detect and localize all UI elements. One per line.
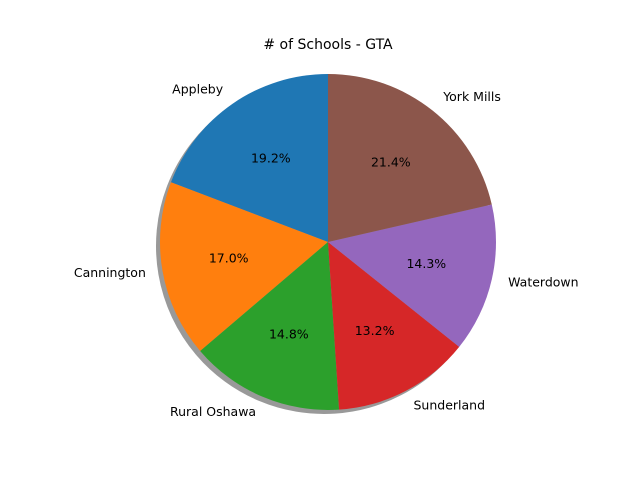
pie-slice-york-mills bbox=[328, 74, 492, 242]
pie-slice-sunderland bbox=[328, 242, 460, 410]
chart-title: # of Schools - GTA bbox=[263, 37, 393, 53]
slice-label-waterdown: Waterdown bbox=[508, 275, 578, 290]
pie-slice-waterdown bbox=[328, 204, 496, 347]
pct-label-sunderland: 13.2% bbox=[355, 323, 395, 338]
pie-labels: Appleby 19.2% Cannington 17.0% Rural Oshawa 1… bbox=[74, 81, 579, 418]
pct-label-appleby: 19.2% bbox=[251, 151, 291, 166]
slice-label-rural-oshawa: Rural Oshawa bbox=[170, 404, 256, 419]
pie-slices bbox=[159, 74, 496, 410]
pie-slice-appleby bbox=[170, 74, 328, 242]
slice-label-sunderland: Sunderland bbox=[414, 397, 486, 412]
slice-label-appleby: Appleby bbox=[172, 81, 224, 96]
pct-label-york-mills: 21.4% bbox=[371, 155, 411, 170]
pie-slice-cannington bbox=[159, 182, 328, 351]
pct-label-cannington: 17.0% bbox=[209, 251, 249, 266]
pct-label-waterdown: 14.3% bbox=[406, 256, 446, 271]
slice-label-york-mills: York Mills bbox=[442, 89, 501, 104]
pct-label-rural-oshawa: 14.8% bbox=[269, 326, 309, 341]
pie-slice-rural-oshawa bbox=[200, 242, 340, 410]
slice-label-cannington: Cannington bbox=[74, 265, 146, 280]
